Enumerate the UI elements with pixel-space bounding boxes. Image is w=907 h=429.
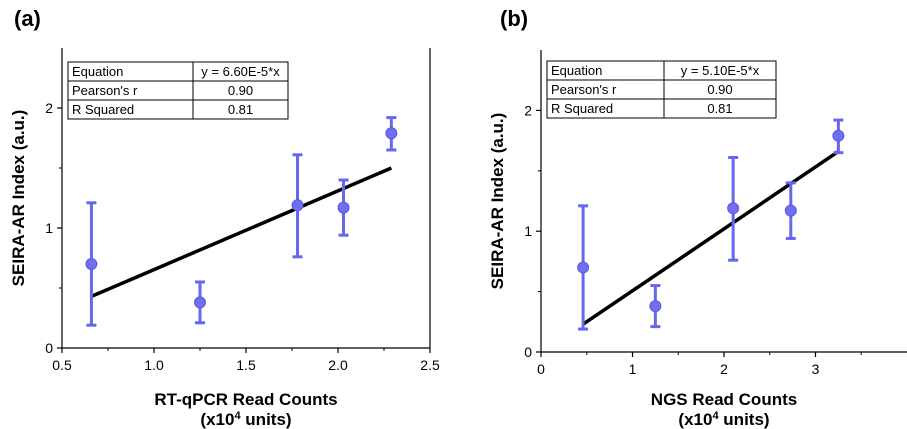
x-tick-label: 2.5 <box>420 357 440 373</box>
data-point <box>385 127 398 140</box>
x-axis-title: RT-qPCR Read Counts <box>154 390 337 409</box>
x-axis-title: NGS Read Counts <box>651 390 797 409</box>
y-tick-label: 2 <box>45 100 53 116</box>
x-tick-label: 1.0 <box>144 357 164 373</box>
fit-table: Equation y = 5.10E-5*x Pearson's r 0.90 R Sq… <box>546 60 777 119</box>
fit-table-label: Equation <box>551 63 602 78</box>
y-tick-label: 2 <box>524 102 532 118</box>
fit-table-value: 0.81 <box>707 101 732 116</box>
x-axis-units: (x104 units) <box>200 410 291 429</box>
data-point <box>649 300 662 313</box>
fit-table-label: R Squared <box>551 101 613 116</box>
fit-table-value: 0.90 <box>707 82 732 97</box>
data-point <box>85 258 98 270</box>
x-tick-label: 2 <box>720 361 728 377</box>
fit-table-value: y = 5.10E-5*x <box>681 63 760 78</box>
fit-table-label: R Squared <box>72 102 134 117</box>
y-tick-label: 0 <box>524 344 532 360</box>
x-tick-label: 0.5 <box>52 357 72 373</box>
data-point <box>337 201 350 214</box>
fit-table-value: y = 6.60E-5*x <box>201 64 280 79</box>
fit-table-value: 0.81 <box>228 102 253 117</box>
chart-panel-b: (b) 0 1 2 3 0 1 2 SEIRA-AR Index (a.u.) NGS Read … <box>488 6 907 429</box>
data-point <box>577 261 590 274</box>
fit-table-frame <box>67 61 289 120</box>
x-tick-label: 3 <box>812 361 820 377</box>
panel-label: (b) <box>500 6 528 31</box>
data-point <box>727 202 740 215</box>
fit-table-value: 0.90 <box>228 83 253 98</box>
x-tick-label: 0 <box>537 361 545 377</box>
data-point <box>832 129 845 142</box>
panel-label: (a) <box>14 6 41 31</box>
fit-line <box>90 166 393 299</box>
fit-table: Equation y = 6.60E-5*x Pearson's r 0.90 R Sq… <box>67 61 289 120</box>
data-point <box>194 296 206 309</box>
fit-table-label: Pearson's r <box>551 82 617 97</box>
y-axis-title: SEIRA-AR Index (a.u.) <box>9 110 28 287</box>
y-tick-label: 0 <box>45 340 53 356</box>
data-point <box>784 204 797 217</box>
fit-table-label: Pearson's r <box>72 83 138 98</box>
fit-table-label: Equation <box>72 64 123 79</box>
fit-line <box>582 150 840 326</box>
fit-table-frame <box>546 60 777 119</box>
y-axis-title: SEIRA-AR Index (a.u.) <box>488 113 507 290</box>
chart-panel-a: (a) 0.5 1.0 1.5 2.0 2.5 0 1 2 SEIRA-AR Index (a.u… <box>9 6 440 429</box>
y-tick-label: 1 <box>45 220 53 236</box>
y-tick-label: 1 <box>524 223 532 239</box>
x-tick-label: 1 <box>629 361 637 377</box>
x-tick-label: 1.5 <box>236 357 256 373</box>
data-point <box>291 199 304 212</box>
x-axis-units: (x104 units) <box>678 410 769 429</box>
x-tick-label: 2.0 <box>328 357 348 373</box>
